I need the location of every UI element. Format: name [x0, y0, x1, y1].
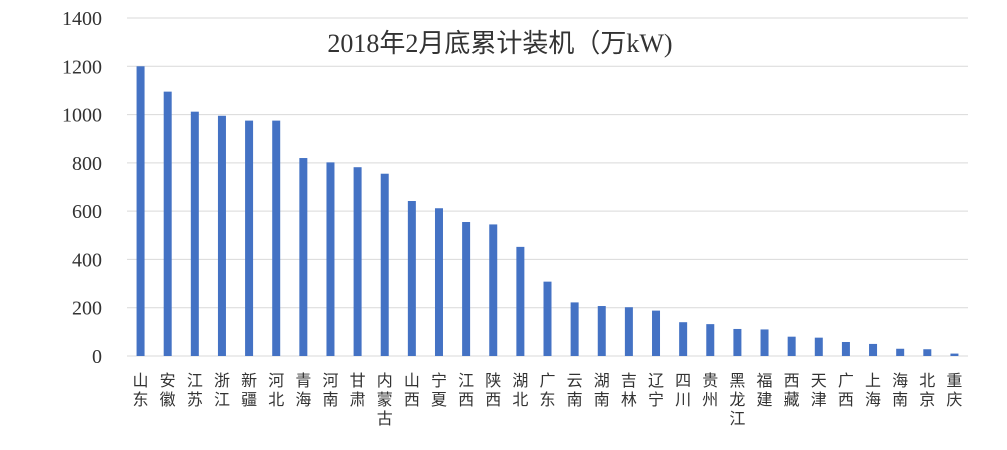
bar	[923, 349, 932, 356]
x-category-label: 山西	[404, 371, 420, 409]
bar	[380, 173, 389, 356]
bar	[407, 201, 416, 356]
x-category-label: 辽宁	[648, 371, 664, 409]
bar	[163, 91, 172, 356]
bar	[950, 353, 959, 356]
bar	[136, 66, 145, 357]
bar	[462, 222, 471, 356]
bar	[353, 167, 362, 356]
x-category-label: 浙江	[214, 371, 230, 409]
x-category-label: 黑龙江	[729, 371, 745, 428]
bar	[326, 162, 335, 356]
bar	[543, 281, 552, 356]
bars	[136, 66, 959, 357]
bar	[733, 328, 742, 356]
x-category-label: 宁夏	[431, 371, 447, 409]
y-tick-label: 600	[72, 201, 102, 223]
bar	[814, 337, 823, 356]
x-category-label: 内蒙古	[377, 371, 393, 428]
bar	[217, 115, 226, 357]
x-category-label: 湖北	[512, 371, 528, 409]
x-category-label: 吉林	[621, 371, 637, 409]
y-tick-label: 0	[92, 346, 102, 368]
bar	[841, 341, 850, 356]
x-category-label: 甘肃	[350, 371, 366, 409]
bar	[624, 307, 633, 356]
bar	[190, 111, 199, 356]
bar	[787, 336, 796, 356]
chart-title: 2018年2月底累计装机（万kW)	[327, 29, 672, 58]
bar	[299, 158, 308, 356]
x-category-label: 新疆	[241, 371, 257, 409]
bar	[706, 324, 715, 356]
bar	[597, 306, 606, 356]
x-axis-category-labels: 山东安徽江苏浙江新疆河北青海河南甘肃内蒙古山西宁夏江西陕西湖北广东云南湖南吉林辽…	[133, 371, 963, 428]
x-category-label: 青海	[295, 371, 311, 409]
x-category-label: 上海	[865, 371, 881, 409]
x-category-label: 北京	[919, 371, 935, 409]
x-category-label: 云南	[567, 371, 583, 409]
grid-lines	[127, 17, 968, 357]
x-category-label: 山东	[133, 371, 149, 409]
x-category-label: 河北	[268, 371, 284, 409]
bar	[679, 322, 688, 356]
bar	[652, 310, 661, 356]
y-tick-label: 400	[72, 249, 102, 271]
bar	[570, 302, 579, 356]
x-category-label: 江苏	[187, 371, 203, 409]
bar	[272, 120, 281, 356]
x-category-label: 江西	[458, 371, 474, 409]
x-category-label: 重庆	[946, 371, 962, 409]
x-category-label: 天津	[811, 371, 827, 409]
x-category-label: 四川	[675, 371, 691, 409]
x-category-label: 安徽	[160, 371, 176, 409]
x-category-label: 西藏	[784, 371, 800, 409]
y-axis-tick-labels: 0 200 400 600 800 1000 1200 1400	[62, 8, 102, 368]
x-category-label: 陕西	[485, 371, 501, 409]
x-category-label: 广东	[539, 371, 555, 409]
bar	[869, 343, 878, 356]
y-tick-label: 800	[72, 153, 102, 175]
y-tick-label: 1400	[62, 8, 102, 30]
x-category-label: 湖南	[594, 371, 610, 409]
x-category-label: 福建	[757, 371, 773, 409]
x-category-label: 广西	[838, 371, 854, 409]
x-category-label: 河南	[322, 371, 338, 409]
bar	[516, 246, 525, 356]
y-tick-label: 1000	[62, 105, 102, 127]
bar	[489, 224, 498, 356]
bar	[760, 329, 769, 356]
bar	[245, 120, 254, 356]
bar	[896, 348, 905, 356]
bar	[434, 208, 443, 356]
x-category-label: 贵州	[702, 371, 718, 409]
x-category-label: 海南	[892, 371, 908, 409]
y-tick-label: 200	[72, 298, 102, 320]
y-tick-label: 1200	[62, 56, 102, 78]
